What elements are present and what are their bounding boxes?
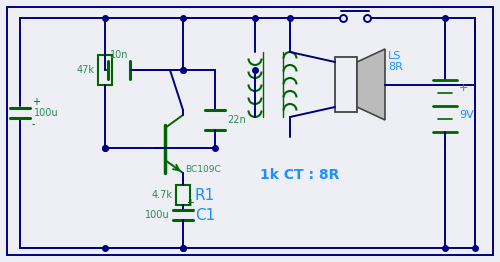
- Text: 1k CT : 8R: 1k CT : 8R: [260, 168, 340, 182]
- Text: -: -: [32, 119, 35, 129]
- Text: 8R: 8R: [388, 62, 403, 72]
- Text: 47k: 47k: [77, 65, 95, 75]
- Text: +: +: [186, 198, 194, 208]
- Text: LS: LS: [388, 51, 402, 61]
- Text: 9V: 9V: [459, 110, 474, 119]
- Text: 22n: 22n: [227, 115, 246, 125]
- Text: 4.7k: 4.7k: [152, 190, 173, 200]
- Bar: [335, 57, 357, 112]
- Text: C1: C1: [195, 208, 215, 222]
- Bar: [98, 55, 112, 85]
- Text: 10n: 10n: [110, 50, 128, 60]
- Text: +: +: [32, 97, 40, 107]
- Text: BC109C: BC109C: [185, 166, 221, 174]
- Polygon shape: [357, 49, 385, 120]
- Text: 100u: 100u: [34, 108, 58, 118]
- Text: +: +: [459, 83, 468, 93]
- Text: 100u: 100u: [146, 210, 170, 220]
- Bar: [176, 185, 190, 205]
- Text: R1: R1: [195, 188, 215, 203]
